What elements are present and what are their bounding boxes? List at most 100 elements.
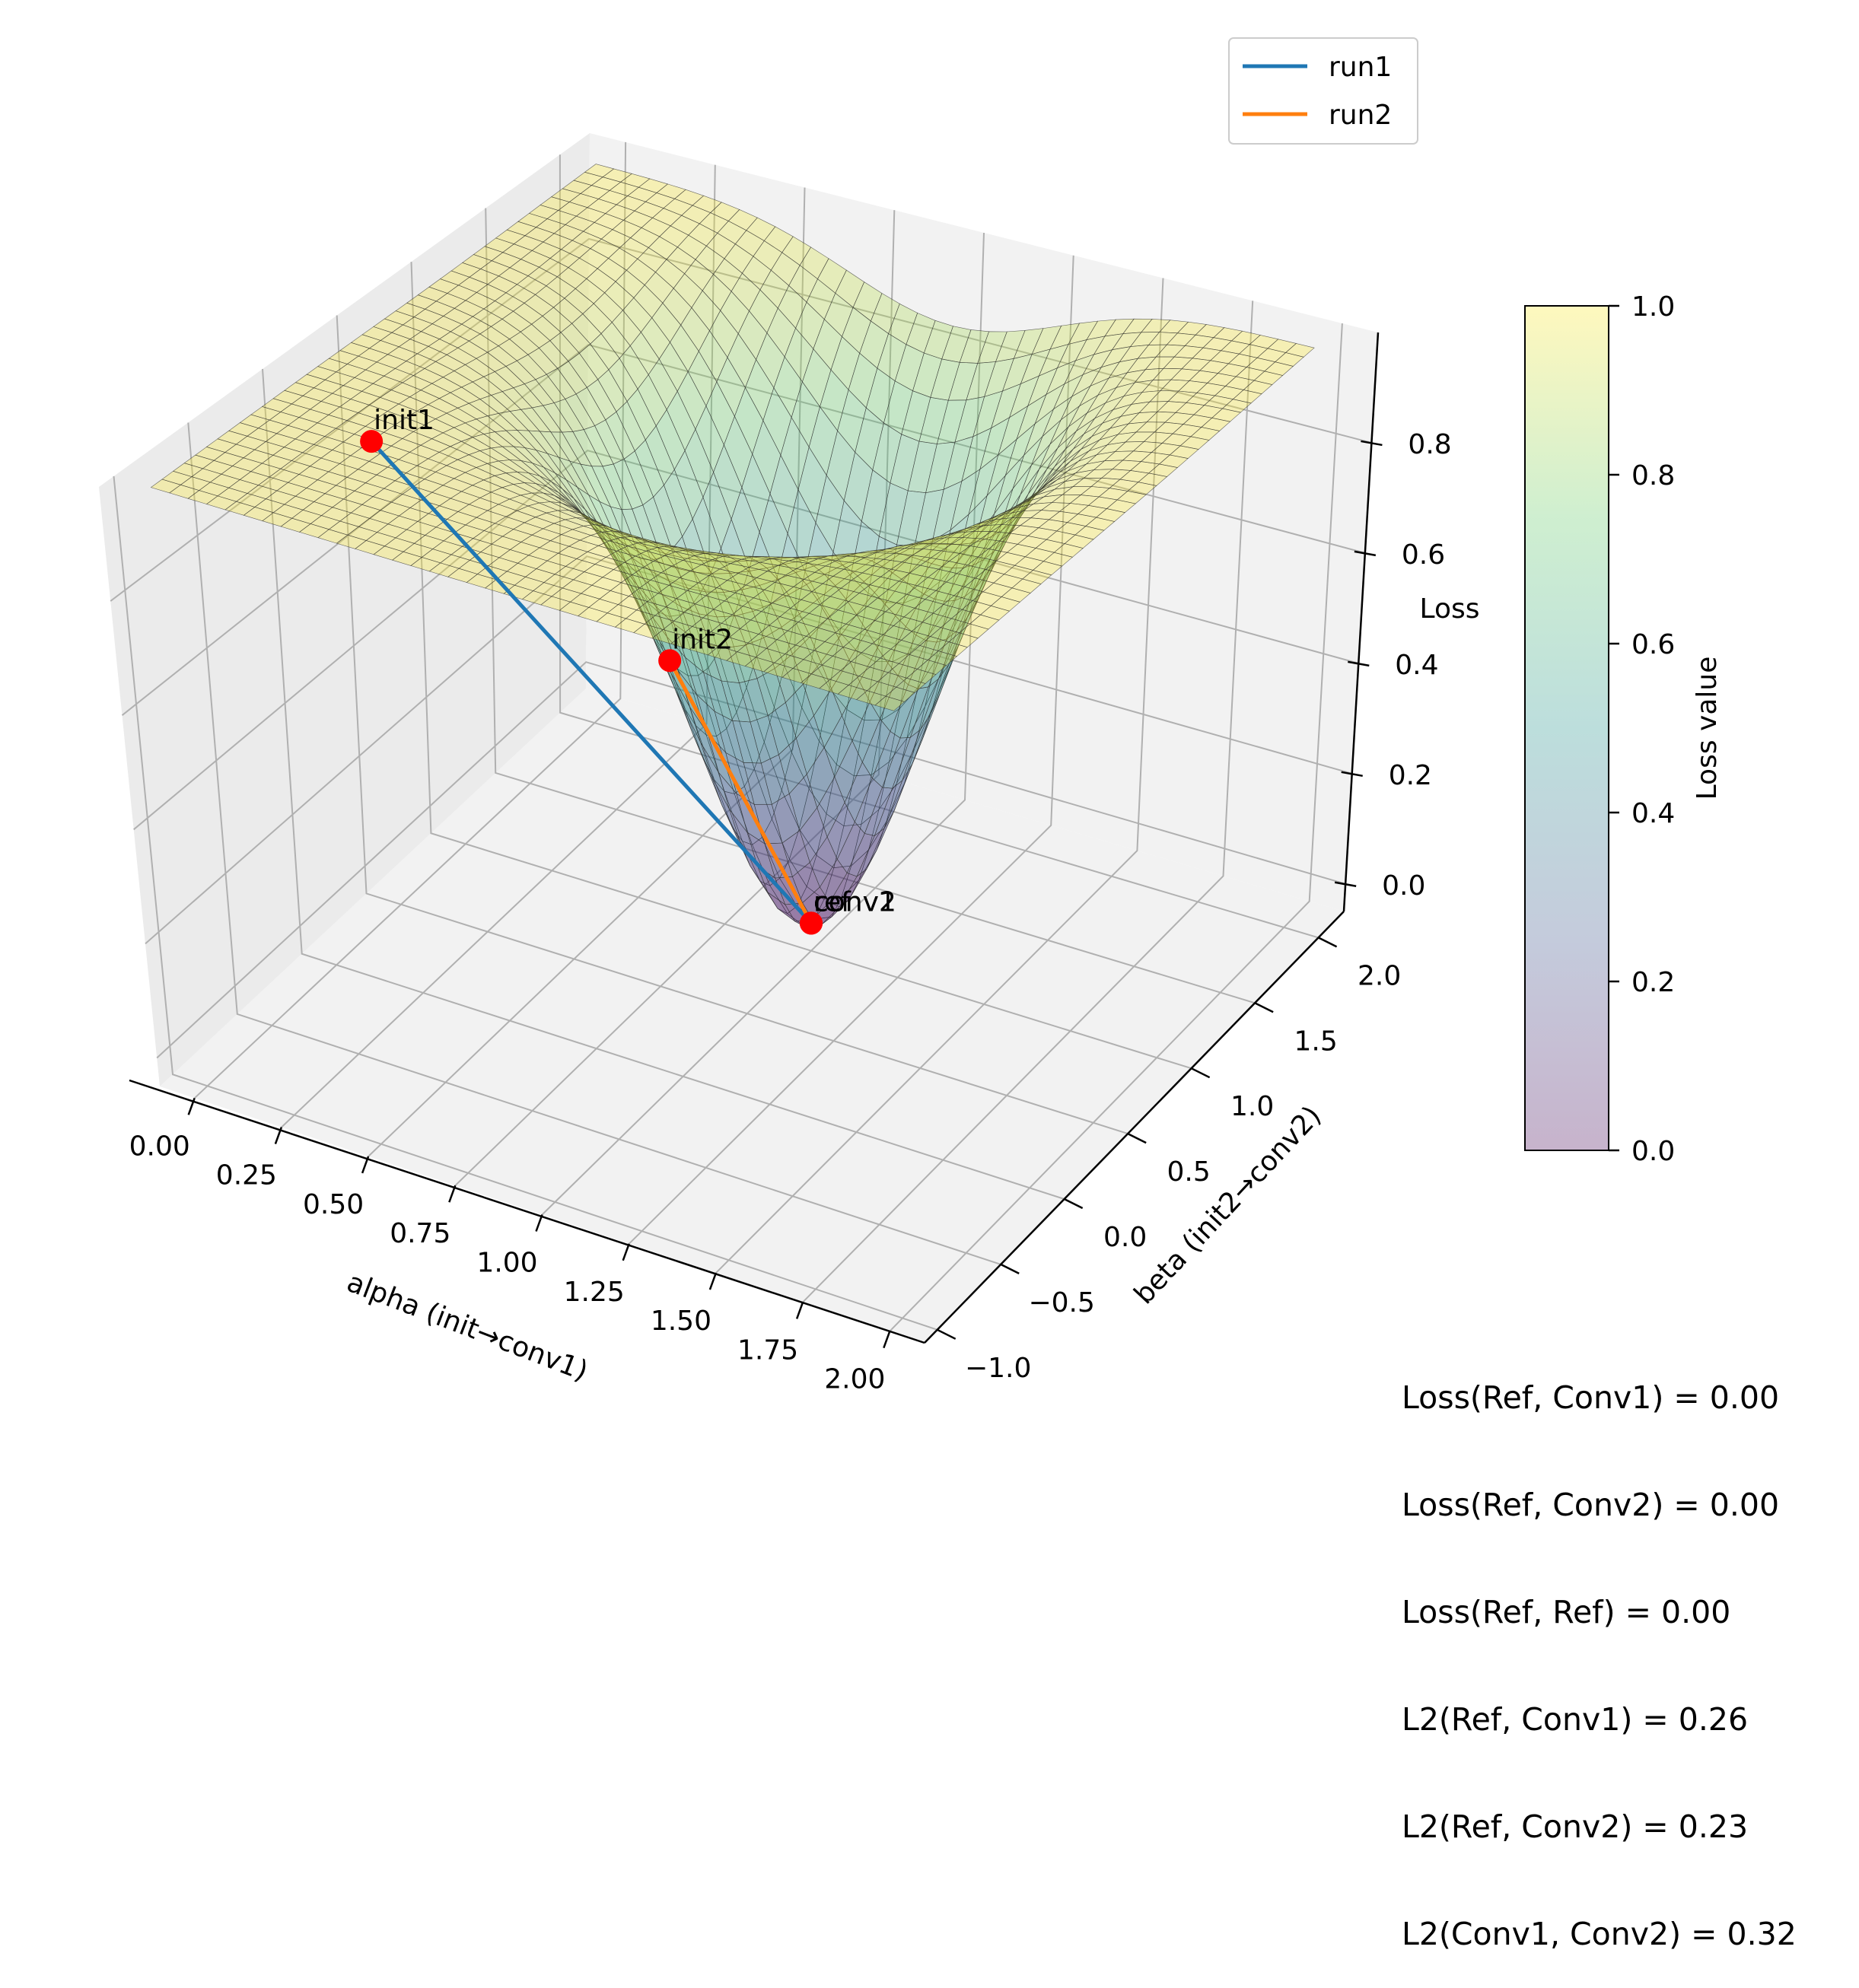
colorbar-label: Loss value bbox=[1692, 657, 1723, 800]
init1-label: init1 bbox=[374, 405, 435, 436]
colorbar-gradient bbox=[1524, 305, 1609, 1151]
y-tick-mark bbox=[1254, 1002, 1274, 1013]
y-tick-label: −1.0 bbox=[965, 1353, 1031, 1384]
colorbar-tick-label: 0.2 bbox=[1631, 967, 1675, 998]
colorbar-ticks: 0.0 0.2 0.4 0.6 0.8 1.0 bbox=[1609, 291, 1675, 1167]
loss-surface bbox=[150, 164, 1315, 927]
y-tick-mark bbox=[1191, 1067, 1211, 1079]
z-tick-mark bbox=[1348, 660, 1370, 667]
y-grid-line bbox=[262, 368, 1065, 1200]
x-tick-mark bbox=[883, 1331, 891, 1349]
y-axis-label: beta (init2→conv2) bbox=[1128, 1100, 1328, 1310]
x-tick-label: 0.25 bbox=[216, 1160, 277, 1191]
z-grid-line bbox=[133, 449, 1359, 831]
init2-label: init2 bbox=[672, 624, 733, 655]
colorbar-tick-label: 0.8 bbox=[1631, 460, 1675, 491]
y-grid-line bbox=[559, 154, 1319, 939]
z-tick-mark bbox=[1341, 771, 1363, 778]
z-grid-line bbox=[145, 555, 1352, 945]
x-tick-mark bbox=[795, 1301, 804, 1319]
z-tick-label: 0.2 bbox=[1389, 760, 1432, 791]
colorbar-tick-label: 0.6 bbox=[1631, 629, 1675, 660]
z-grid-line bbox=[156, 661, 1346, 1059]
x-axis-line bbox=[129, 1079, 925, 1344]
colorbar-tick-label: 0.0 bbox=[1631, 1136, 1675, 1167]
z-grid-line bbox=[110, 237, 1372, 602]
z-tick-mark bbox=[1354, 550, 1377, 557]
x-tick-label: 1.50 bbox=[651, 1306, 711, 1337]
colorbar-tick-label: 1.0 bbox=[1631, 291, 1675, 323]
y-grid-line bbox=[485, 208, 1256, 1004]
x-tick-mark bbox=[187, 1097, 196, 1115]
loss-landscape-chart: 0.00 0.25 0.50 0.75 1.00 1.25 1.50 1.75 2.00 −1.0… bbox=[99, 37, 1723, 1395]
z-tick-mark bbox=[1334, 881, 1357, 887]
stats-annotation: Loss(Ref, Conv1) = 0.00 Loss(Ref, Conv2)… bbox=[1402, 1309, 1797, 1988]
conv1-label: conv1 bbox=[813, 886, 896, 918]
x-tick-mark bbox=[361, 1156, 370, 1174]
z-tick-label: 0.6 bbox=[1402, 539, 1445, 571]
y-grid-line bbox=[336, 315, 1128, 1135]
y-axis-line bbox=[924, 911, 1345, 1344]
colorbar: 0.0 0.2 0.4 0.6 0.8 1.0 Loss value bbox=[1524, 291, 1723, 1167]
y-tick-label: 0.5 bbox=[1167, 1156, 1211, 1188]
y-tick-mark bbox=[1064, 1198, 1084, 1210]
init2-point bbox=[658, 649, 682, 673]
stat-line: Loss(Ref, Conv1) = 0.00 bbox=[1402, 1379, 1780, 1416]
x-tick-mark bbox=[622, 1243, 630, 1261]
trajectories bbox=[370, 440, 813, 925]
stat-line: Loss(Ref, Conv2) = 0.00 bbox=[1402, 1487, 1780, 1523]
y-grid-line bbox=[113, 476, 938, 1331]
x-tick-label: 0.75 bbox=[390, 1218, 450, 1249]
z-axis-label: Loss bbox=[1420, 593, 1480, 625]
conv2-label: conv2 bbox=[813, 886, 896, 918]
stat-line: L2(Ref, Conv2) = 0.23 bbox=[1402, 1808, 1749, 1845]
y-tick-label: 2.0 bbox=[1358, 960, 1401, 991]
stat-line: L2(Conv1, Conv2) = 0.32 bbox=[1402, 1916, 1797, 1952]
z-grid-line bbox=[121, 344, 1366, 716]
y-grid-line bbox=[410, 262, 1192, 1070]
ref-point bbox=[799, 911, 823, 935]
init1-point bbox=[360, 430, 384, 453]
left-pane bbox=[99, 133, 590, 1086]
run2-trajectory bbox=[667, 660, 813, 924]
x-tick-mark bbox=[274, 1127, 283, 1145]
legend: run1 run2 bbox=[1228, 37, 1418, 145]
x-axis-label: alpha (init→conv1) bbox=[342, 1267, 592, 1387]
x-tick-label: 0.50 bbox=[303, 1189, 364, 1220]
z-tick-label: 0.0 bbox=[1382, 870, 1425, 902]
z-tick-mark bbox=[1361, 440, 1383, 447]
colorbar-tick-label: 0.4 bbox=[1631, 798, 1675, 829]
y-grid-line bbox=[187, 422, 1001, 1265]
x-tick-label: 1.75 bbox=[737, 1334, 798, 1366]
y-tick-mark bbox=[937, 1328, 957, 1340]
y-tick-label: 1.5 bbox=[1294, 1026, 1337, 1057]
z-axis-line bbox=[1342, 332, 1380, 912]
x-tick-mark bbox=[535, 1214, 543, 1232]
y-tick-mark bbox=[1318, 937, 1338, 948]
run1-trajectory bbox=[370, 440, 813, 925]
y-tick-label: 0.0 bbox=[1103, 1222, 1147, 1253]
surface-patch bbox=[874, 695, 906, 711]
ref-label: ref bbox=[813, 886, 852, 918]
legend-run2-label: run2 bbox=[1329, 100, 1392, 131]
legend-run1-label: run1 bbox=[1329, 52, 1392, 83]
stat-line: L2(Ref, Conv1) = 0.26 bbox=[1402, 1701, 1749, 1738]
x-tick-mark bbox=[448, 1185, 457, 1203]
stat-line: Loss(Ref, Ref) = 0.00 bbox=[1402, 1594, 1731, 1630]
z-tick-label: 0.8 bbox=[1408, 429, 1451, 460]
y-tick-label: 1.0 bbox=[1230, 1091, 1274, 1122]
tick-labels: 0.00 0.25 0.50 0.75 1.00 1.25 1.50 1.75 2.00 −1.0… bbox=[129, 429, 1452, 1395]
z-tick-label: 0.4 bbox=[1395, 650, 1438, 681]
x-tick-label: 0.00 bbox=[129, 1131, 190, 1162]
grid-lines bbox=[110, 142, 1372, 1332]
x-tick-mark bbox=[708, 1272, 718, 1290]
x-tick-label: 1.00 bbox=[476, 1248, 537, 1279]
axis-lines bbox=[129, 332, 1383, 1349]
y-tick-mark bbox=[1127, 1132, 1147, 1144]
y-tick-mark bbox=[1000, 1263, 1020, 1275]
y-tick-label: −0.5 bbox=[1028, 1287, 1094, 1318]
x-tick-label: 1.25 bbox=[564, 1277, 625, 1308]
back-pane bbox=[586, 133, 1378, 911]
x-tick-label: 2.00 bbox=[824, 1364, 885, 1395]
